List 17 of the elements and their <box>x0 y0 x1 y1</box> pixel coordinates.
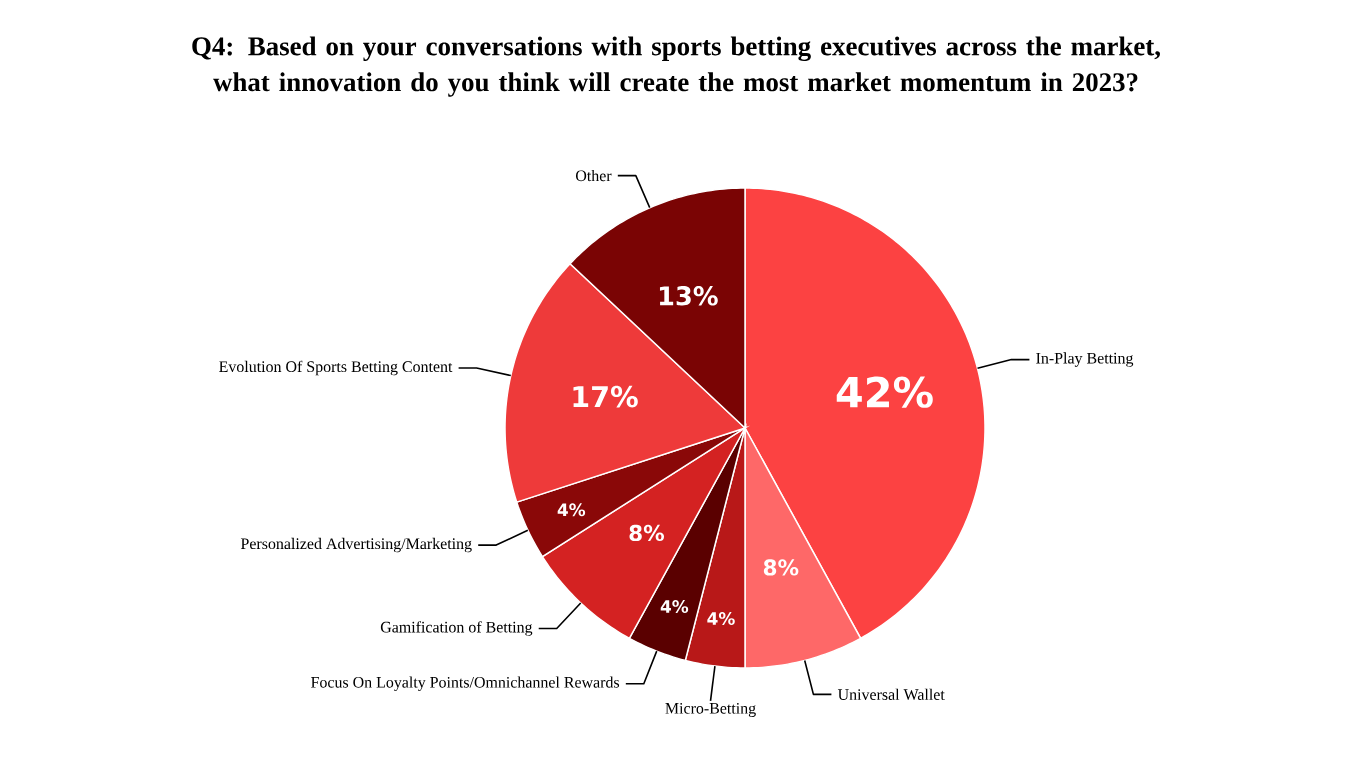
slice-label: Micro-Betting <box>665 703 756 717</box>
slice-label: Other <box>575 169 612 182</box>
data-label: 4% <box>660 600 689 613</box>
data-label: 4% <box>557 503 586 517</box>
slice-label: Focus On Loyalty Points/Omnichannel Rewards <box>311 676 620 691</box>
slice-label: In-Play Betting <box>1036 352 1134 367</box>
slice-label: Evolution Of Sports Betting Content <box>219 360 453 376</box>
chart-title: Q4: Based on your conversations with sports betting executives across the market, what innovation do you think will create the most market momentum in 2023? <box>192 36 1160 97</box>
data-label: 42% <box>836 376 933 408</box>
slice-label: Gamification of Betting <box>380 621 533 636</box>
slice-label: Universal Wallet <box>837 688 945 701</box>
slice-label: Personalized Advertising/Marketing <box>240 537 472 553</box>
data-label: 8% <box>763 559 799 576</box>
data-label: 17% <box>573 385 638 408</box>
data-label: 13% <box>659 286 718 306</box>
data-label: 4% <box>707 612 735 625</box>
data-label: 8% <box>629 524 665 542</box>
